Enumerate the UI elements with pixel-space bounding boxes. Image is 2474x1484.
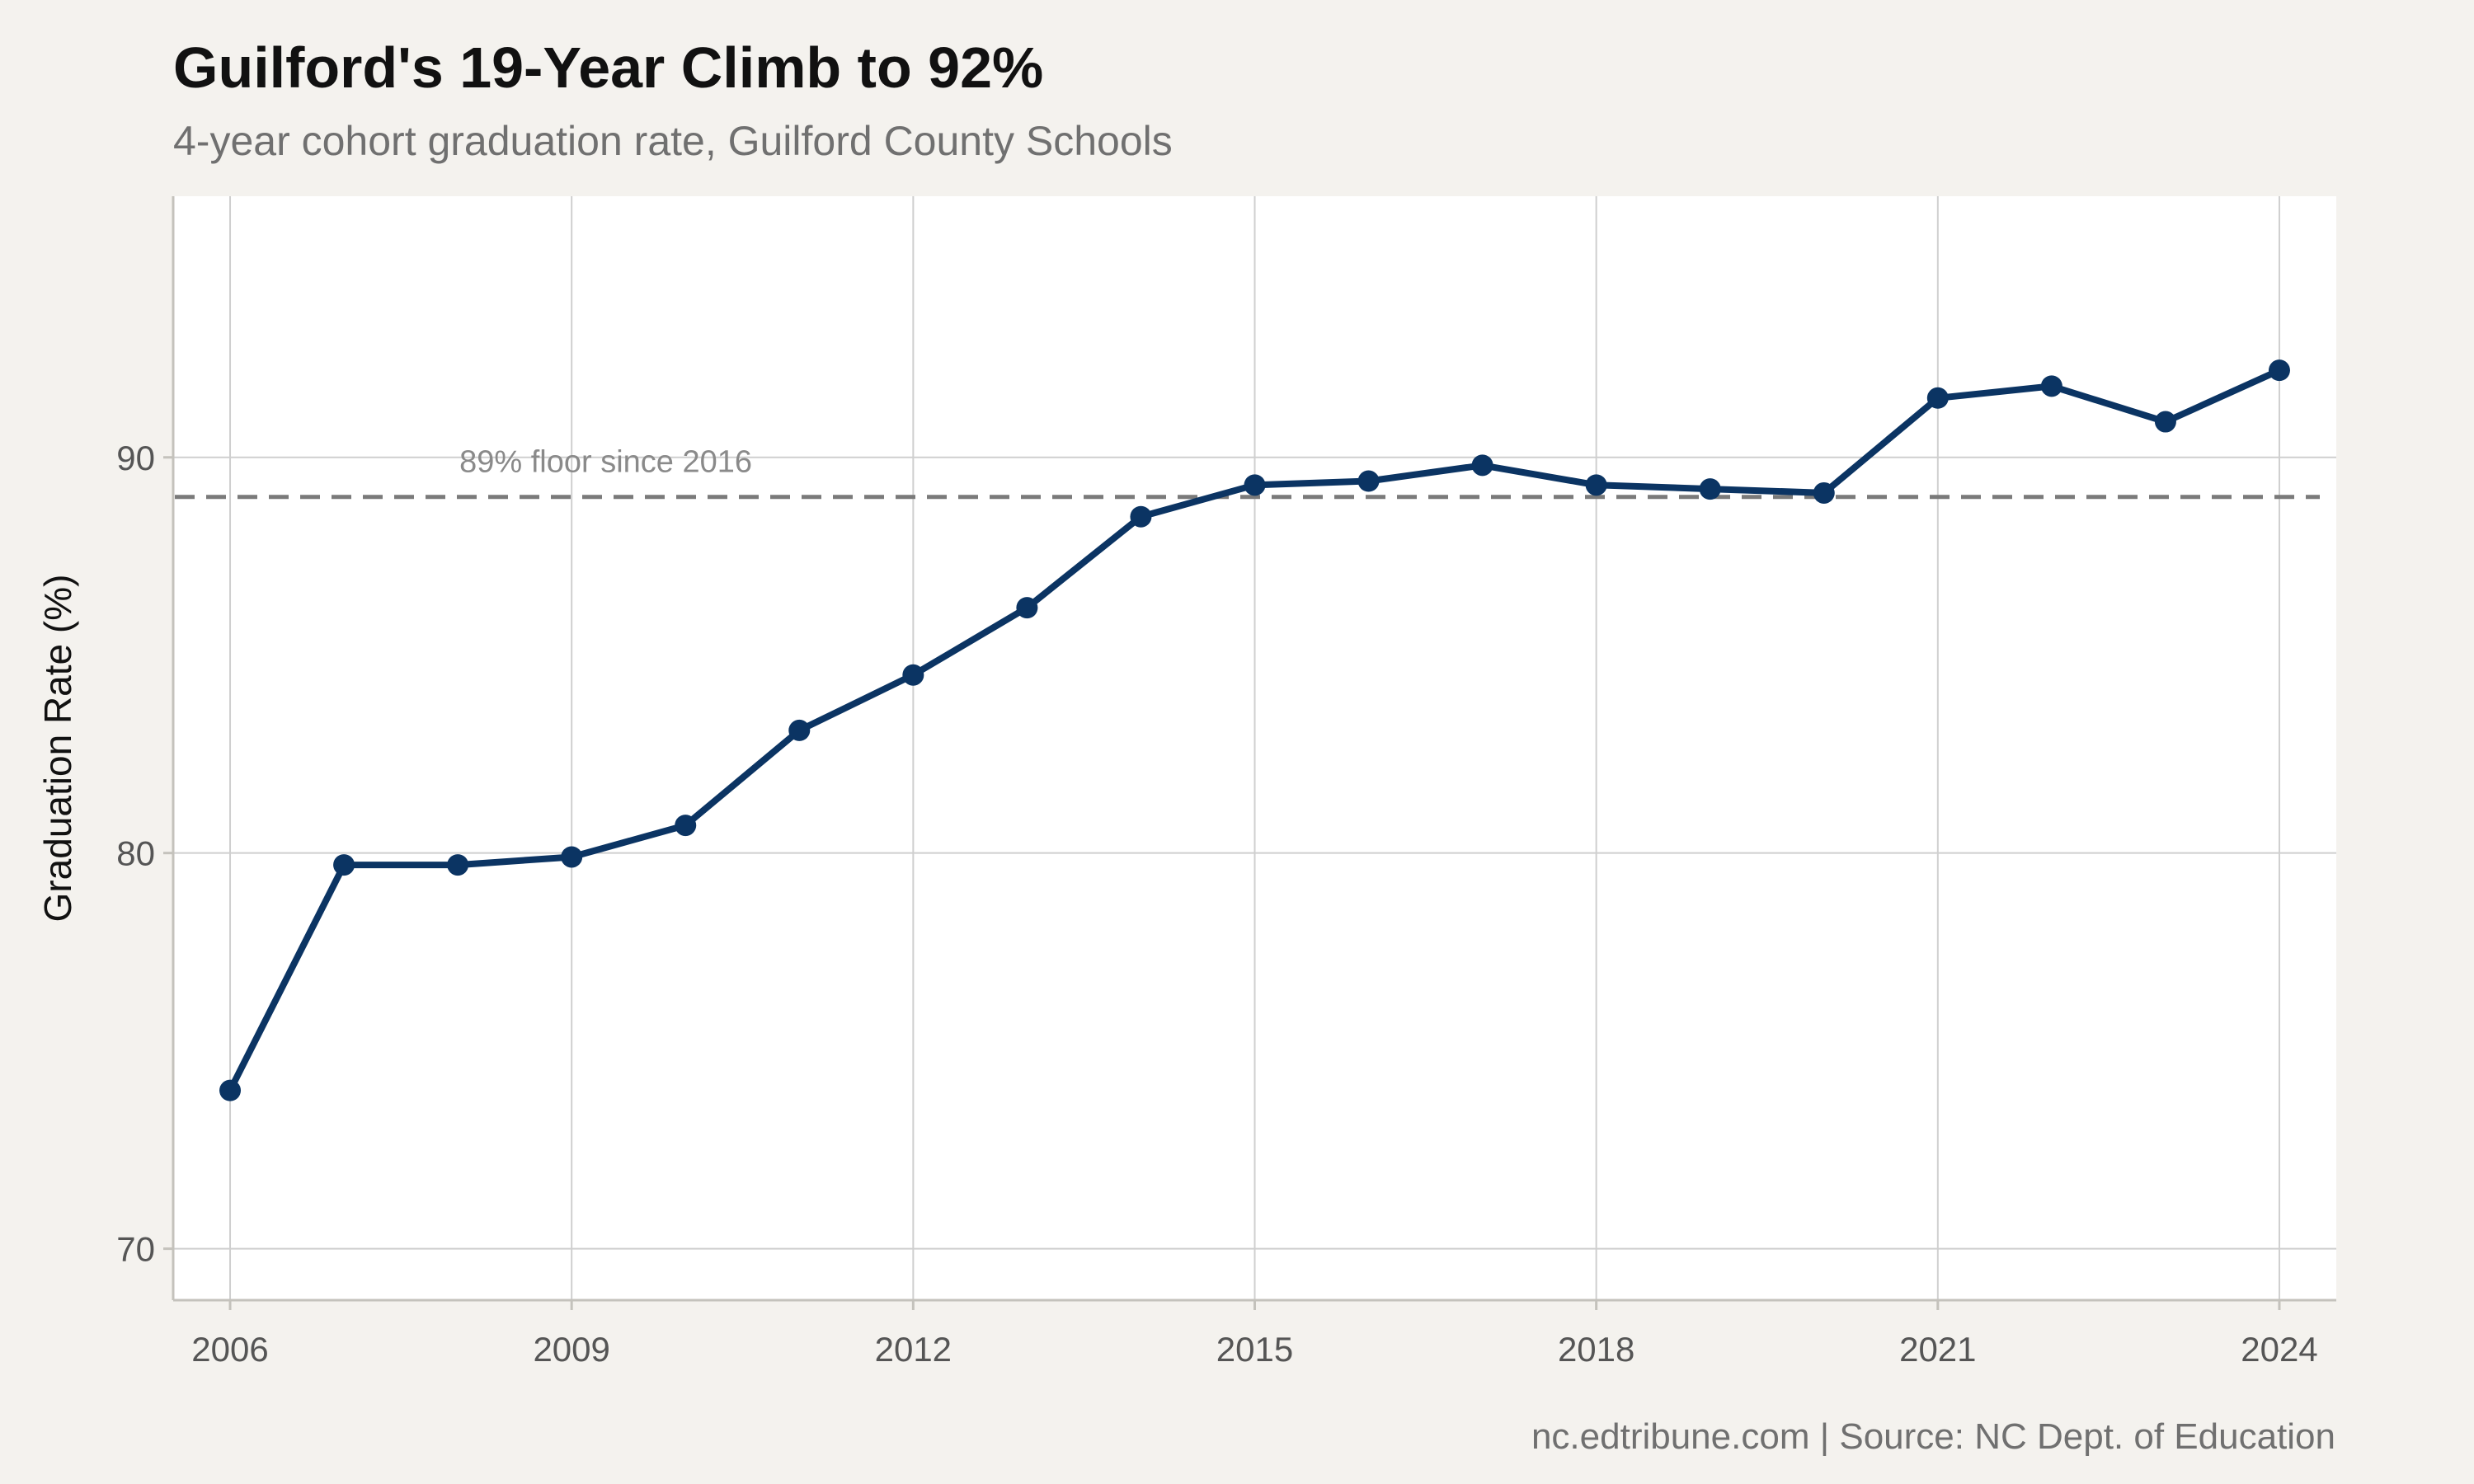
data-point-2015 <box>1244 474 1266 496</box>
data-point-2006 <box>219 1079 242 1101</box>
data-point-2020 <box>1813 481 1835 504</box>
series-layer <box>219 359 2290 1101</box>
data-point-2010 <box>675 815 697 837</box>
source-caption: nc.edtribune.com | Source: NC Dept. of E… <box>1531 1416 2335 1457</box>
gridlines <box>173 196 2336 1300</box>
x-tick-label-2015: 2015 <box>1216 1330 1293 1369</box>
data-point-2016 <box>1357 470 1380 492</box>
data-point-2024 <box>2268 359 2290 382</box>
x-tick-label-2006: 2006 <box>191 1330 268 1369</box>
x-tick-label-2012: 2012 <box>875 1330 952 1369</box>
data-point-2013 <box>1016 597 1038 619</box>
x-tick-label-2024: 2024 <box>2241 1330 2317 1369</box>
y-axis-title: Graduation Rate (%) <box>36 575 79 923</box>
data-point-2011 <box>788 719 811 741</box>
y-tick-label-90: 90 <box>116 439 155 477</box>
data-point-2008 <box>447 854 469 876</box>
y-tick-label-80: 80 <box>116 834 155 873</box>
axes: 70 80 90 2006 2009 2012 2015 2018 2021 2024 <box>116 196 2336 1369</box>
data-point-2018 <box>1585 474 1607 496</box>
data-point-2014 <box>1130 505 1152 528</box>
x-tick-label-2009: 2009 <box>533 1330 609 1369</box>
data-point-2017 <box>1471 454 1493 477</box>
data-point-2023 <box>2154 411 2176 433</box>
reference-layer: 89% floor since 2016 <box>175 445 2320 500</box>
reference-line-label: 89% floor since 2016 <box>459 445 752 480</box>
data-point-2022 <box>2040 375 2062 397</box>
data-point-2009 <box>561 846 583 868</box>
x-tick-label-2018: 2018 <box>1558 1330 1634 1369</box>
data-point-2007 <box>333 854 355 876</box>
chart-title: Guilford's 19-Year Climb to 92% <box>173 35 1044 100</box>
data-point-2021 <box>1926 387 1949 409</box>
x-tick-label-2021: 2021 <box>1899 1330 1976 1369</box>
y-tick-label-70: 70 <box>116 1230 155 1269</box>
data-point-2019 <box>1699 478 1721 500</box>
data-point-2012 <box>902 664 924 686</box>
chart-subtitle: 4-year cohort graduation rate, Guilford … <box>173 118 1173 164</box>
